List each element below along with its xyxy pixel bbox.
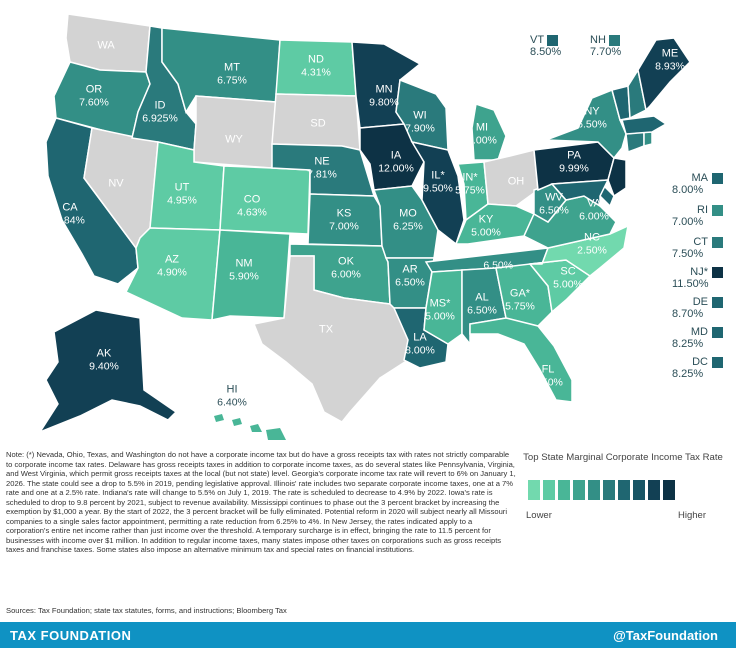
state-TX (252, 255, 411, 423)
label-NY: NY 6.50% (577, 105, 607, 131)
legend-title: Top State Marginal Corporate Income Tax … (523, 452, 723, 463)
legend-swatch-8 (633, 480, 645, 500)
state-NM (211, 229, 291, 321)
state-RI (643, 131, 653, 147)
label-AK: AK 9.40% (89, 347, 119, 373)
legend-low-label: Lower (526, 510, 552, 521)
top-label-VT: VT 8.50% (530, 34, 580, 58)
label-KY: KY 5.00% (471, 213, 501, 239)
label-AR: AR 6.50% (395, 263, 425, 289)
state-HI-island4 (266, 428, 286, 440)
label-WV: WV 6.50% (539, 191, 569, 217)
side-item-RI: RI 7.00% (662, 204, 732, 228)
label-KS: KS 7.00% (329, 207, 359, 233)
label-GA: GA* 5.75% (505, 287, 535, 313)
legend-swatch-4 (573, 480, 585, 500)
label-ME: ME 8.93% (655, 47, 685, 73)
side-item-CT: CT 7.50% (662, 236, 732, 260)
label-NE: NE 7.81% (307, 155, 337, 181)
label-OR: OR 7.60% (79, 83, 109, 109)
label-UT: UT 4.95% (167, 181, 197, 207)
top-label-VT-rate: 8.50% (530, 46, 562, 58)
label-AL: AL 6.50% (467, 291, 497, 317)
state-NJ (607, 157, 627, 198)
label-LA: LA 8.00% (405, 331, 435, 357)
label-TX: TX (318, 323, 334, 336)
label-PA: PA 9.99% (559, 149, 589, 175)
label-CA: CA 8.84% (55, 201, 85, 227)
side-item-NJ: NJ* 11.50% (662, 266, 732, 290)
legend-swatch-1 (528, 480, 540, 500)
state-ME (637, 37, 691, 112)
label-HI: HI 6.40% (217, 383, 247, 409)
label-MI: MI 6.00% (467, 121, 497, 147)
label-IL: IL* 9.50% (423, 169, 453, 195)
label-WY: WY (225, 133, 243, 146)
legend: Top State Marginal Corporate Income Tax … (518, 452, 728, 521)
label-SC: SC 5.00% (553, 265, 583, 291)
label-CO: CO 4.63% (237, 193, 267, 219)
footer-bar: TAX FOUNDATION @TaxFoundation (0, 622, 736, 648)
state-MA (621, 115, 668, 135)
top-label-NH-swatch (608, 34, 620, 46)
state-FL (469, 317, 573, 403)
label-IA: IA 12.00% (378, 149, 414, 175)
top-label-VT-swatch (546, 34, 558, 46)
label-IN: IN* 5.75% (455, 171, 485, 197)
label-OK: OK 6.00% (331, 255, 361, 281)
label-NV: NV (108, 177, 124, 190)
label-MO: MO 6.25% (393, 207, 423, 233)
sources-text: Sources: Tax Foundation; state tax statu… (6, 606, 287, 615)
state-WY (193, 95, 277, 169)
legend-swatch-6 (603, 480, 615, 500)
label-TN: TN 6.50% (483, 242, 514, 272)
state-NY (545, 88, 627, 160)
legend-swatch-9 (648, 480, 660, 500)
label-ND: ND 4.31% (301, 53, 331, 79)
top-label-NH: NH 7.70% (590, 34, 640, 58)
label-WA: WA (97, 39, 115, 52)
state-MD (550, 179, 610, 208)
note-text: Note: (*) Nevada, Ohio, Texas, and Washi… (6, 450, 516, 554)
legend-swatch-3 (558, 480, 570, 500)
label-FL: FL 5.50% (533, 363, 563, 389)
label-NC: NC 2.50% (577, 231, 607, 257)
label-AZ: AZ 4.90% (157, 253, 187, 279)
us-map-shapes (38, 13, 691, 440)
legend-swatches (528, 480, 728, 500)
footer-handle: @TaxFoundation (613, 628, 718, 643)
state-CT (625, 131, 645, 154)
state-KY (454, 203, 535, 245)
top-label-NH-rate: 7.70% (590, 46, 622, 58)
footer-brand: TAX FOUNDATION (10, 628, 132, 643)
label-WI: WI 7.90% (405, 109, 435, 135)
label-NM: NM 5.90% (229, 257, 259, 283)
legend-swatch-2 (543, 480, 555, 500)
side-item-MD: MD 8.25% (662, 326, 732, 350)
top-label-VT-abbr: VT (530, 34, 544, 46)
label-ID: ID 6.925% (142, 99, 178, 125)
legend-swatch-7 (618, 480, 630, 500)
side-item-MA: MA 8.00% (662, 172, 732, 196)
state-HI-island1 (214, 414, 224, 422)
state-HI-island2 (232, 418, 242, 426)
label-MS: MS* 5.00% (425, 297, 455, 323)
legend-swatch-10 (663, 480, 675, 500)
label-SD: SD (310, 117, 326, 130)
side-item-DC: DC 8.25% (662, 356, 732, 380)
side-item-DE: DE 8.70% (662, 296, 732, 320)
label-MT: MT 6.75% (217, 61, 247, 87)
legend-high-label: Higher (678, 510, 706, 521)
legend-swatch-5 (588, 480, 600, 500)
label-OH: OH (507, 175, 525, 188)
state-HI-island3 (250, 424, 262, 432)
state-AK (38, 309, 178, 434)
label-TN-rate: 6.50% (483, 259, 514, 272)
top-label-NH-abbr: NH (590, 34, 606, 46)
label-VA: VA 6.00% (579, 197, 609, 223)
us-map: WA OR 7.60% CA 8.84% NV ID 6.925% MT 6.75% W… (38, 13, 732, 440)
label-MN: MN 9.80% (369, 83, 399, 109)
